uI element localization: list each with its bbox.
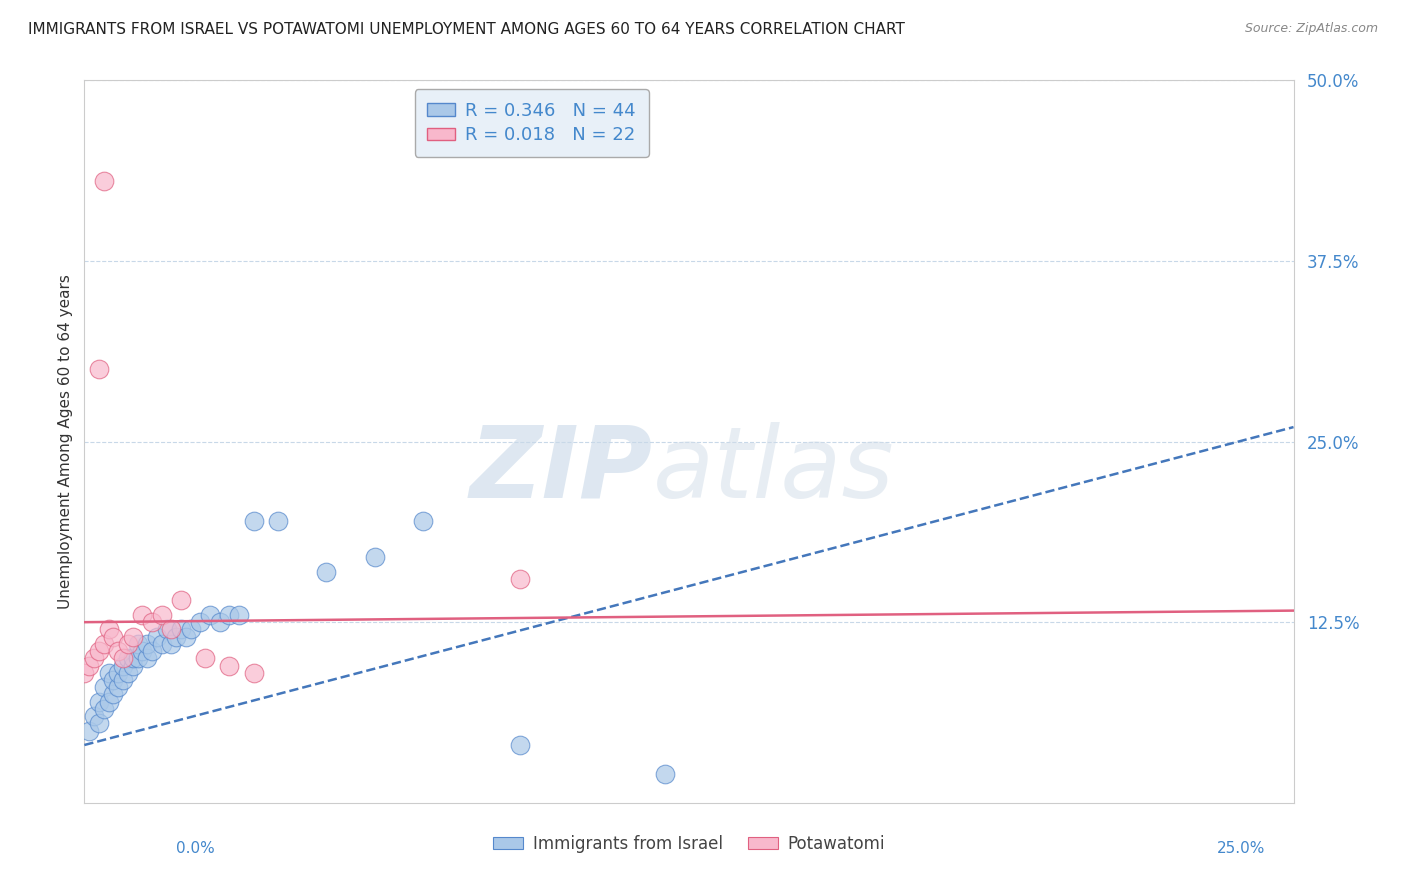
Point [107,644,129,658]
Point [654,767,676,781]
Point [160,623,183,637]
Point [267,514,290,528]
Point [93,702,115,716]
Text: ZIP: ZIP [470,422,652,519]
Point [97,665,120,680]
Point [93,637,115,651]
Point [87,695,110,709]
Y-axis label: Unemployment Among Ages 60 to 64 years: Unemployment Among Ages 60 to 64 years [58,274,73,609]
Point [127,637,149,651]
Point [131,607,153,622]
Point [127,651,149,665]
Point [117,651,139,665]
Point [146,630,169,644]
Point [174,630,197,644]
Point [218,607,240,622]
Point [83,709,105,723]
Point [93,680,115,694]
Point [315,565,337,579]
Point [150,637,173,651]
Point [107,665,129,680]
Point [131,644,153,658]
Point [77,658,100,673]
Point [155,623,177,637]
Point [121,651,143,665]
Text: 25.0%: 25.0% [1218,841,1265,856]
Point [112,651,135,665]
Point [150,607,173,622]
Point [93,174,115,188]
Point [363,550,385,565]
Point [141,644,163,658]
Point [103,630,125,644]
Text: Source: ZipAtlas.com: Source: ZipAtlas.com [1244,22,1378,36]
Text: atlas: atlas [652,422,894,519]
Point [107,680,129,694]
Point [97,623,120,637]
Point [198,607,221,622]
Point [242,665,264,680]
Point [412,514,434,528]
Point [87,644,110,658]
Point [190,615,212,630]
Point [170,623,193,637]
Point [165,630,187,644]
Point [509,572,531,586]
Point [194,651,217,665]
Point [121,658,143,673]
Point [136,637,159,651]
Point [136,651,159,665]
Point [170,593,193,607]
Point [77,723,100,738]
Point [117,637,139,651]
Point [73,665,96,680]
Point [509,738,531,752]
Point [112,673,135,687]
Point [141,615,163,630]
Text: 0.0%: 0.0% [176,841,215,856]
Point [97,695,120,709]
Text: IMMIGRANTS FROM ISRAEL VS POTAWATOMI UNEMPLOYMENT AMONG AGES 60 TO 64 YEARS CORR: IMMIGRANTS FROM ISRAEL VS POTAWATOMI UNE… [28,22,905,37]
Point [218,658,240,673]
Point [103,673,125,687]
Point [242,514,264,528]
Point [117,665,139,680]
Point [208,615,231,630]
Point [83,651,105,665]
Point [228,607,250,622]
Point [87,716,110,731]
Point [160,637,183,651]
Point [103,687,125,701]
Point [180,623,202,637]
Point [112,658,135,673]
Point [121,630,143,644]
Legend: Immigrants from Israel, Potawatomi: Immigrants from Israel, Potawatomi [486,828,891,860]
Point [87,362,110,376]
